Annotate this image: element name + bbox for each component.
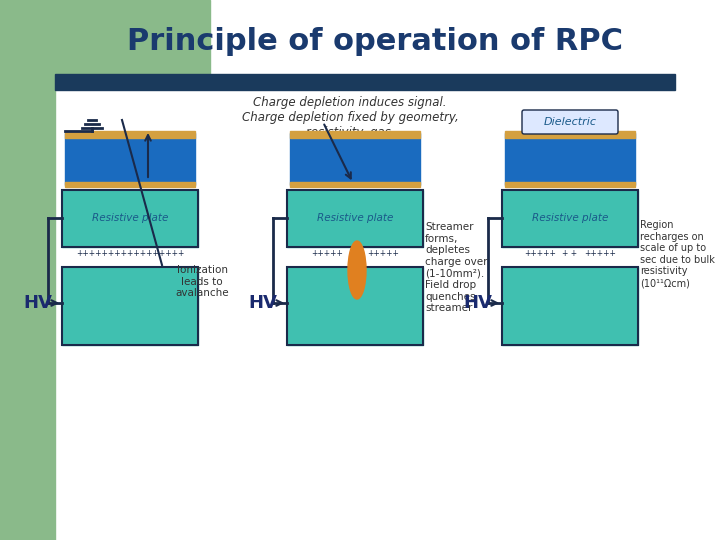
Bar bbox=[290, 182, 420, 187]
Bar bbox=[65, 133, 195, 185]
FancyBboxPatch shape bbox=[522, 110, 618, 134]
Text: + +: + + bbox=[562, 249, 577, 259]
Bar bbox=[287, 267, 423, 345]
Bar bbox=[287, 267, 423, 345]
Bar bbox=[62, 190, 198, 247]
Bar bbox=[65, 182, 195, 187]
Bar bbox=[505, 131, 635, 138]
Bar bbox=[502, 267, 638, 345]
Text: +++++: +++++ bbox=[524, 249, 556, 259]
Bar bbox=[287, 190, 423, 247]
Bar bbox=[505, 133, 635, 185]
Bar bbox=[505, 182, 635, 187]
Bar bbox=[290, 131, 420, 138]
Text: HV: HV bbox=[464, 294, 492, 312]
Bar bbox=[62, 267, 198, 345]
Bar bbox=[502, 267, 638, 345]
Bar bbox=[65, 131, 195, 138]
Text: HV: HV bbox=[248, 294, 277, 312]
Bar bbox=[290, 133, 420, 185]
Text: Streamer
forms,
depletes
charge over
(1-10mm²).
Field drop
quenches
streamer: Streamer forms, depletes charge over (1-… bbox=[425, 222, 487, 313]
Text: Charge depletion induces signal.
Charge depletion fixed by geometry,
resistivity: Charge depletion induces signal. Charge … bbox=[242, 96, 459, 139]
Text: +++++: +++++ bbox=[311, 249, 343, 259]
Bar bbox=[0, 0, 210, 80]
Bar bbox=[55, 74, 675, 90]
Text: HV: HV bbox=[24, 294, 53, 312]
Bar bbox=[0, 0, 55, 540]
Text: Ionization
leads to
avalanche: Ionization leads to avalanche bbox=[175, 265, 229, 298]
Text: Resistive plate: Resistive plate bbox=[92, 213, 168, 223]
Text: Region
recharges on
scale of up to
sec due to bulk
resistivity
(10¹¹Ωcm): Region recharges on scale of up to sec d… bbox=[640, 220, 715, 288]
Text: +++++: +++++ bbox=[584, 249, 616, 259]
Text: +++++++++++++++++: +++++++++++++++++ bbox=[76, 249, 184, 259]
Bar bbox=[502, 190, 638, 247]
Text: Resistive plate: Resistive plate bbox=[532, 213, 608, 223]
Text: +++++: +++++ bbox=[367, 249, 399, 259]
Text: Principle of operation of RPC: Principle of operation of RPC bbox=[127, 28, 623, 57]
Text: Resistive plate: Resistive plate bbox=[317, 213, 393, 223]
Bar bbox=[287, 190, 423, 247]
Bar bbox=[62, 190, 198, 247]
Bar bbox=[502, 190, 638, 247]
Ellipse shape bbox=[348, 241, 366, 299]
Bar bbox=[62, 267, 198, 345]
Text: Dielectric: Dielectric bbox=[544, 117, 596, 127]
